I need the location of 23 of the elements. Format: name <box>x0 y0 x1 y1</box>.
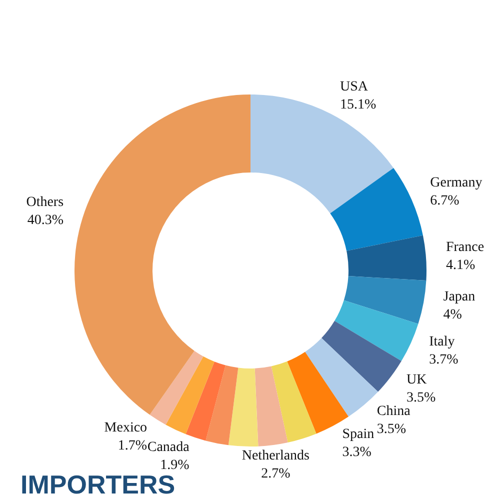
slice-label: France <box>446 240 484 255</box>
slice-label: China <box>376 404 412 419</box>
slice-label: Italy <box>429 334 455 350</box>
data-label: 3.5% <box>406 390 436 406</box>
data-label: 6.7% <box>430 194 460 209</box>
slice-label: USA <box>340 80 369 95</box>
data-label: 3.5% <box>376 422 406 437</box>
data-label: 3.7% <box>429 352 459 368</box>
data-label: 3.3% <box>342 445 372 460</box>
slice-label: Mexico <box>104 420 148 436</box>
data-label: 40.3% <box>27 213 64 228</box>
slice-label: Others <box>26 195 64 210</box>
data-label: 1.7% <box>118 438 148 454</box>
slice-label: Japan <box>443 290 476 305</box>
data-label: 4% <box>443 308 462 323</box>
data-label: 2.7% <box>261 466 291 482</box>
data-label: 15.1% <box>340 98 377 113</box>
slice-label: Canada <box>147 440 190 456</box>
slice-label: Netherlands <box>242 448 310 464</box>
slice-label: Germany <box>430 176 482 191</box>
slice-label: Spain <box>342 427 374 442</box>
slice-label: UK <box>406 372 427 388</box>
data-label: 4.1% <box>446 258 476 273</box>
